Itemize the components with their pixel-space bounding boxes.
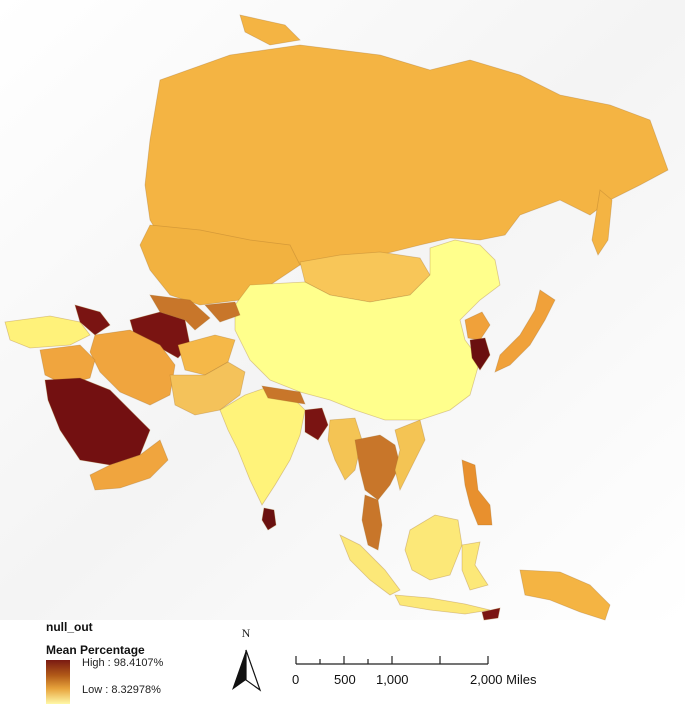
region-japan[interactable] bbox=[494, 289, 556, 373]
region-vietnam[interactable] bbox=[394, 419, 426, 492]
scale-label-1000: 1,000 bbox=[376, 672, 409, 687]
map-legend: null_out Mean Percentage High : 98.4107%… bbox=[46, 620, 246, 710]
region-uzbekistan[interactable] bbox=[149, 294, 211, 331]
scale-bar bbox=[295, 656, 489, 665]
region-turkey[interactable] bbox=[4, 315, 91, 349]
legend-field-title: Mean Percentage bbox=[46, 643, 145, 657]
region-philippines[interactable] bbox=[461, 459, 493, 526]
region-sri-lanka[interactable] bbox=[261, 507, 277, 531]
north-arrow-icon bbox=[232, 649, 262, 692]
region-caucasus[interactable] bbox=[74, 304, 111, 336]
region-north-korea[interactable] bbox=[464, 311, 491, 341]
region-borneo[interactable] bbox=[404, 514, 463, 581]
legend-color-ramp bbox=[46, 660, 70, 704]
legend-low-label: Low : 8.32978% bbox=[82, 684, 161, 696]
region-iran[interactable] bbox=[89, 329, 176, 406]
region-nepal[interactable] bbox=[261, 385, 306, 405]
north-label: N bbox=[241, 626, 251, 640]
region-south-korea[interactable] bbox=[469, 337, 491, 371]
legend-high-label: High : 98.4107% bbox=[82, 657, 164, 669]
scale-label-2000: 2,000 Miles bbox=[470, 672, 537, 687]
region-pakistan[interactable] bbox=[169, 361, 246, 416]
region-russia-arctic-islands[interactable] bbox=[239, 14, 301, 46]
region-sumatra[interactable] bbox=[339, 534, 401, 596]
scale-label-500: 500 bbox=[334, 672, 356, 687]
region-malay-peninsula[interactable] bbox=[361, 494, 383, 551]
region-myanmar[interactable] bbox=[327, 417, 363, 481]
region-china[interactable] bbox=[234, 239, 501, 421]
region-timor[interactable] bbox=[481, 607, 501, 621]
region-iraq[interactable] bbox=[39, 344, 96, 386]
region-sulawesi[interactable] bbox=[461, 541, 489, 591]
legend-layer-title: null_out bbox=[46, 620, 93, 634]
scale-bar-labels: 0 500 1,000 2,000 Miles bbox=[282, 648, 552, 688]
region-thailand[interactable] bbox=[354, 434, 401, 501]
region-bangladesh[interactable] bbox=[304, 407, 329, 441]
region-oman[interactable] bbox=[89, 439, 169, 491]
region-java[interactable] bbox=[394, 594, 491, 615]
scale-label-0: 0 bbox=[292, 672, 300, 687]
region-kyrgyzstan[interactable] bbox=[204, 301, 241, 323]
region-papua[interactable] bbox=[519, 569, 611, 621]
north-arrow: N bbox=[226, 626, 266, 696]
region-russia-sakhalin[interactable] bbox=[591, 189, 613, 256]
